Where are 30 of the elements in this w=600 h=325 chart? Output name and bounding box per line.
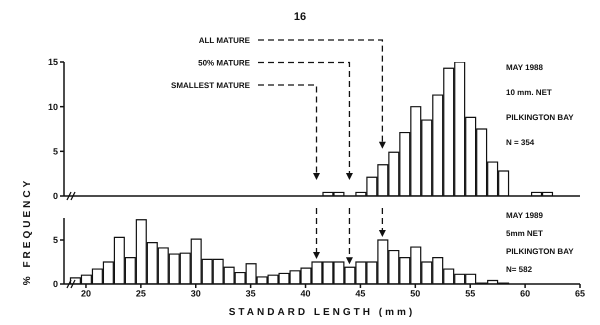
annotation: MAY 1988 <box>506 63 544 72</box>
ref-line-label: ALL MATURE <box>198 36 251 45</box>
x-tick-label: 25 <box>136 288 146 298</box>
x-tick-label: 20 <box>80 288 91 298</box>
annotation: PILKINGTON BAY <box>506 113 574 122</box>
y-axis-title: % FREQUENCY <box>22 178 33 286</box>
annotation: MAY 1989 <box>506 211 544 220</box>
ref-line-label: 50% MATURE <box>198 58 251 68</box>
chart-title: 16 <box>294 11 306 23</box>
y-tick-label: 10 <box>48 102 58 112</box>
x-tick-label: 35 <box>246 288 256 298</box>
y-tick-label: 5 <box>52 235 58 246</box>
x-tick-label: 65 <box>574 288 586 298</box>
x-tick-label: 40 <box>300 288 311 298</box>
annotation: 5mm NET <box>506 229 544 238</box>
ref-line-label: SMALLEST MATURE <box>171 81 251 90</box>
annotation: 10 mm. NET <box>506 88 552 97</box>
annotation: N= 582 <box>506 265 533 274</box>
x-tick-label: 45 <box>355 288 366 298</box>
y-tick-label: 15 <box>48 57 58 68</box>
x-tick-label: 60 <box>520 288 530 298</box>
y-tick-label: 0 <box>52 191 58 202</box>
x-tick-label: 55 <box>465 288 476 298</box>
x-tick-label: 30 <box>190 288 201 298</box>
annotation: N = 354 <box>506 138 535 147</box>
y-tick-label: 5 <box>52 146 58 157</box>
annotation: PILKINGTON BAY <box>506 247 574 256</box>
x-tick-label: 50 <box>410 288 420 298</box>
x-axis-title: STANDARD LENGTH (mm) <box>228 307 416 318</box>
y-tick-label: 0 <box>52 279 58 290</box>
